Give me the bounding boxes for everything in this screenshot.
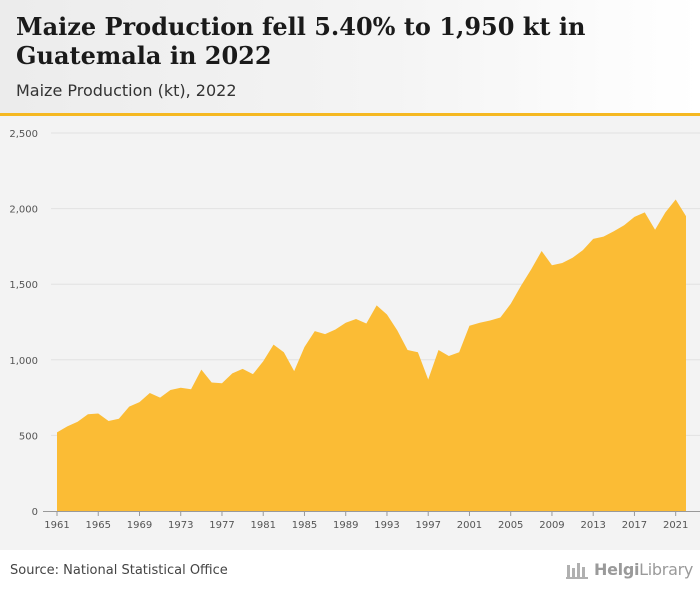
y-tick-label: 0 (32, 507, 38, 518)
y-tick-label: 2,000 (9, 205, 38, 216)
maize-production-area (57, 199, 686, 511)
chart-title: Maize Production fell 5.40% to 1,950 kt … (16, 12, 586, 70)
x-tick-label: 1981 (251, 520, 276, 531)
y-tick-label: 500 (19, 431, 38, 442)
x-tick-label: 1961 (44, 520, 69, 531)
y-tick-label: 1,500 (9, 280, 38, 291)
x-tick-label: 2021 (663, 520, 688, 531)
x-tick-label: 1973 (168, 520, 193, 531)
x-tick-label: 1993 (374, 520, 399, 531)
x-tick-label: 2001 (457, 520, 482, 531)
chart-subtitle: Maize Production (kt), 2022 (16, 81, 237, 100)
accent-rule (0, 113, 700, 116)
x-tick-label: 1985 (292, 520, 317, 531)
x-tick-label: 2009 (539, 520, 564, 531)
logo-text-bold: Helgi (594, 560, 640, 579)
x-tick-label: 1989 (333, 520, 358, 531)
y-tick-label: 1,000 (9, 356, 38, 367)
x-tick-label: 2013 (580, 520, 605, 531)
x-tick-label: 2017 (622, 520, 647, 531)
x-tick-label: 1997 (415, 520, 440, 531)
source-note: Source: National Statistical Office (10, 563, 228, 578)
logo-text-rest: Library (639, 560, 694, 579)
library-building-icon (566, 562, 588, 579)
x-tick-label: 1977 (209, 520, 234, 531)
helgi-library-logo: HelgiLibrary (566, 560, 693, 579)
header-band: Maize Production fell 5.40% to 1,950 kt … (0, 0, 700, 113)
y-tick-label: 2,500 (9, 129, 38, 140)
x-tick-label: 2005 (498, 520, 523, 531)
x-tick-label: 1965 (86, 520, 111, 531)
area-chart: 0 500 1,000 1,500 2,000 2,500 1961 1965 1969 1973… (9, 129, 700, 531)
x-tick-label: 1969 (127, 520, 152, 531)
